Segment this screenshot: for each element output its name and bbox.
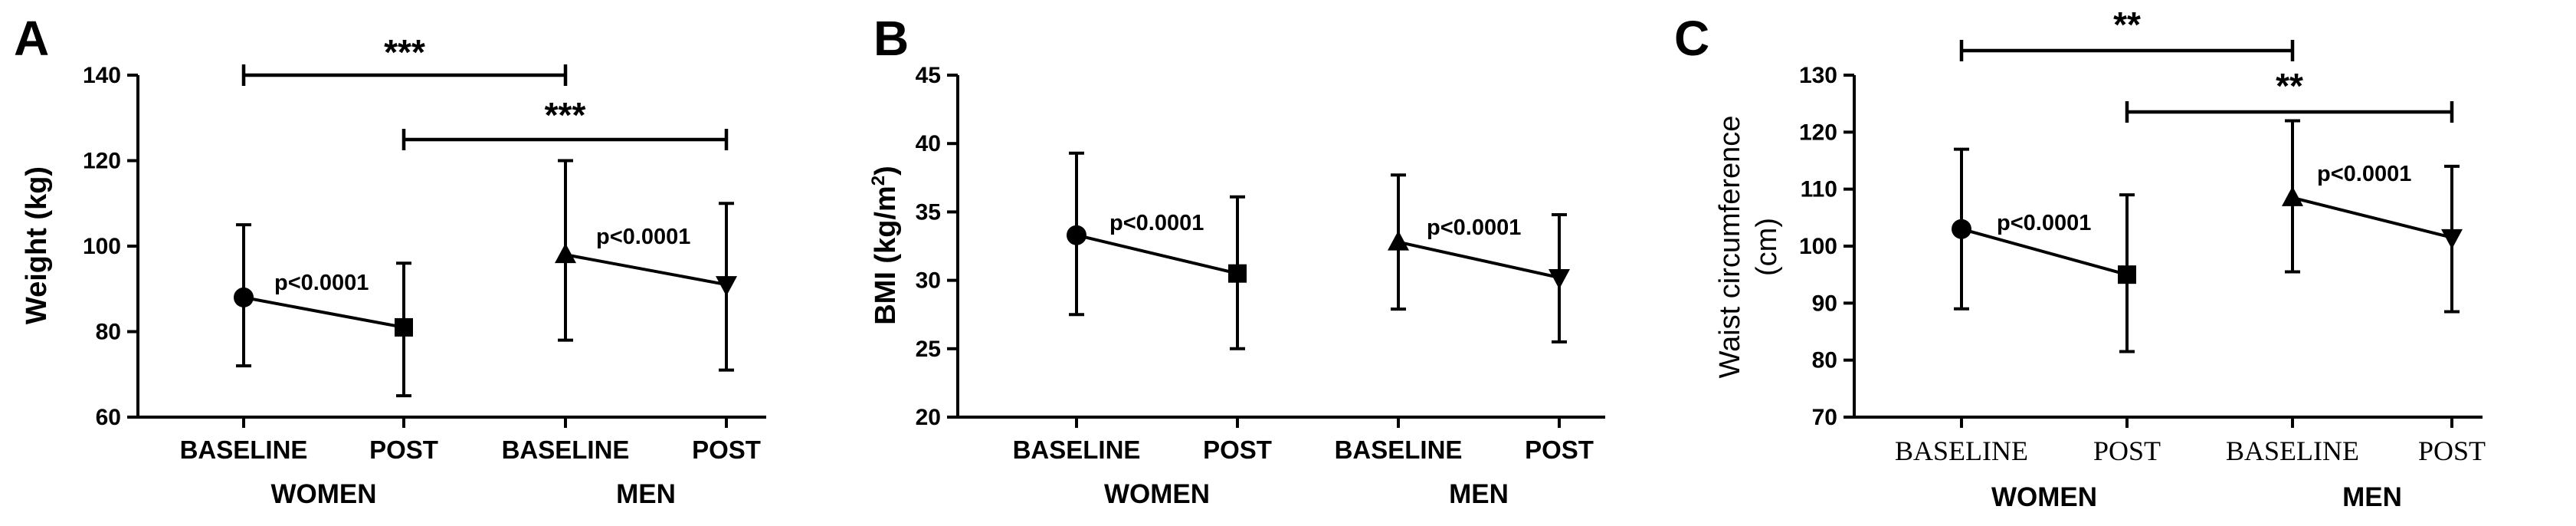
bracket-line: [401, 129, 729, 150]
x-tick-label: POST: [692, 436, 761, 464]
data-point-triangle-up: [555, 243, 576, 264]
significance-stars: **: [2276, 66, 2303, 106]
y-tick-label: 100: [1799, 234, 1837, 259]
axes: [1853, 75, 2483, 419]
significance-stars: **: [2113, 5, 2141, 44]
series-men: p<0.0001: [2282, 119, 2463, 314]
panel-letter: C: [1674, 11, 1709, 66]
data-point-circle: [234, 287, 254, 307]
y-tick-label: 30: [916, 268, 941, 294]
x-tick-label: POST: [2093, 436, 2161, 466]
bracket-line: [1959, 40, 2295, 61]
data-point-square: [2118, 265, 2136, 284]
series-women: p<0.0001: [234, 223, 413, 398]
x-tick-label: POST: [2418, 436, 2486, 466]
series-women: p<0.0001: [1952, 147, 2136, 353]
data-point-circle: [1952, 219, 1971, 239]
p-value-annotation: p<0.0001: [1997, 211, 2091, 235]
data-point-triangle-down: [2441, 228, 2463, 249]
x-tick-label: POST: [369, 436, 438, 464]
significance-bracket: **: [2125, 66, 2454, 123]
data-point-triangle-up: [2282, 186, 2303, 206]
p-value-annotation: p<0.0001: [596, 225, 690, 249]
x-tick-label: BASELINE: [1335, 436, 1463, 464]
series-line: [2292, 196, 2453, 239]
x-tick-label: BASELINE: [502, 436, 630, 464]
y-tick-label: 130: [1799, 63, 1837, 88]
series-line: [1076, 233, 1238, 275]
panel-c: C 70 80 90 100 110 120 130 BASELINE POST BASELINE P…: [1674, 5, 2486, 512]
bracket-line: [241, 64, 568, 86]
data-point-triangle-down: [716, 276, 737, 297]
series-women: p<0.0001: [1067, 151, 1247, 350]
y-tick-label: 70: [1812, 405, 1837, 430]
group-label: MEN: [616, 479, 676, 509]
significance-bracket: ***: [241, 32, 568, 86]
y-tick-label: 80: [96, 320, 121, 345]
significance-bracket: **: [1959, 5, 2295, 61]
group-label: MEN: [1449, 479, 1509, 509]
y-tick-label: 20: [916, 405, 941, 430]
data-point-triangle-up: [1388, 230, 1409, 251]
y-tick-label: 100: [83, 234, 121, 259]
p-value-annotation: p<0.0001: [274, 271, 369, 295]
y-tick-label: 45: [916, 63, 941, 88]
y-axis-title: Waist circumference (cm): [1714, 116, 1783, 379]
y-tick-label: 140: [83, 63, 121, 88]
group-label: WOMEN: [270, 479, 376, 509]
y-tick-label: 110: [1801, 177, 1837, 202]
x-tick-label: POST: [1203, 436, 1272, 464]
data-point-triangle-down: [1549, 269, 1570, 290]
series-line: [1961, 227, 2128, 277]
significance-bracket: ***: [401, 95, 729, 150]
panel-letter: A: [14, 11, 49, 66]
y-tick-label: 120: [1799, 120, 1837, 145]
x-tick-label: BASELINE: [2226, 436, 2359, 466]
data-point-square: [395, 317, 413, 337]
y-tick-label: 60: [96, 405, 121, 430]
data-point-square: [1228, 264, 1247, 283]
p-value-annotation: p<0.0001: [1427, 215, 1521, 240]
y-tick-label: 80: [1812, 348, 1837, 373]
y-tick-label: 35: [916, 199, 941, 225]
x-tick-label: BASELINE: [1013, 436, 1141, 464]
significance-stars: ***: [545, 95, 586, 135]
y-tick-label: 40: [916, 131, 941, 156]
series-line: [1398, 240, 1560, 279]
series-men: p<0.0001: [555, 159, 737, 372]
group-label: WOMEN: [1991, 482, 2097, 512]
series-line: [243, 295, 405, 329]
y-axis-title: Weight (kg): [21, 166, 53, 324]
y-tick-label: 90: [1812, 291, 1837, 316]
p-value-annotation: p<0.0001: [1109, 211, 1204, 235]
data-point-circle: [1067, 225, 1086, 245]
panel-a: A 60 80 100 120 140 BASELINE POST BASELINE POST WO…: [14, 11, 766, 509]
y-axis-title: BMI (kg/m2): [868, 166, 902, 325]
x-tick-label: BASELINE: [180, 436, 308, 464]
series-men: p<0.0001: [1388, 173, 1570, 344]
x-tick-label: POST: [1525, 436, 1594, 464]
y-tick-label: 120: [83, 149, 121, 174]
significance-stars: ***: [384, 32, 425, 72]
p-value-annotation: p<0.0001: [2317, 162, 2411, 186]
panel-b: B 20 25 30 35 40 45 BASELINE POST BASELINE POST WOM…: [868, 11, 1605, 509]
y-tick-label: 25: [916, 337, 941, 362]
bracket-line: [2125, 101, 2454, 123]
group-label: MEN: [2342, 482, 2402, 512]
panel-letter: B: [873, 11, 909, 66]
group-label: WOMEN: [1104, 479, 1210, 509]
x-tick-label: BASELINE: [1895, 436, 2028, 466]
series-line: [565, 253, 727, 287]
axes: [956, 75, 1605, 419]
